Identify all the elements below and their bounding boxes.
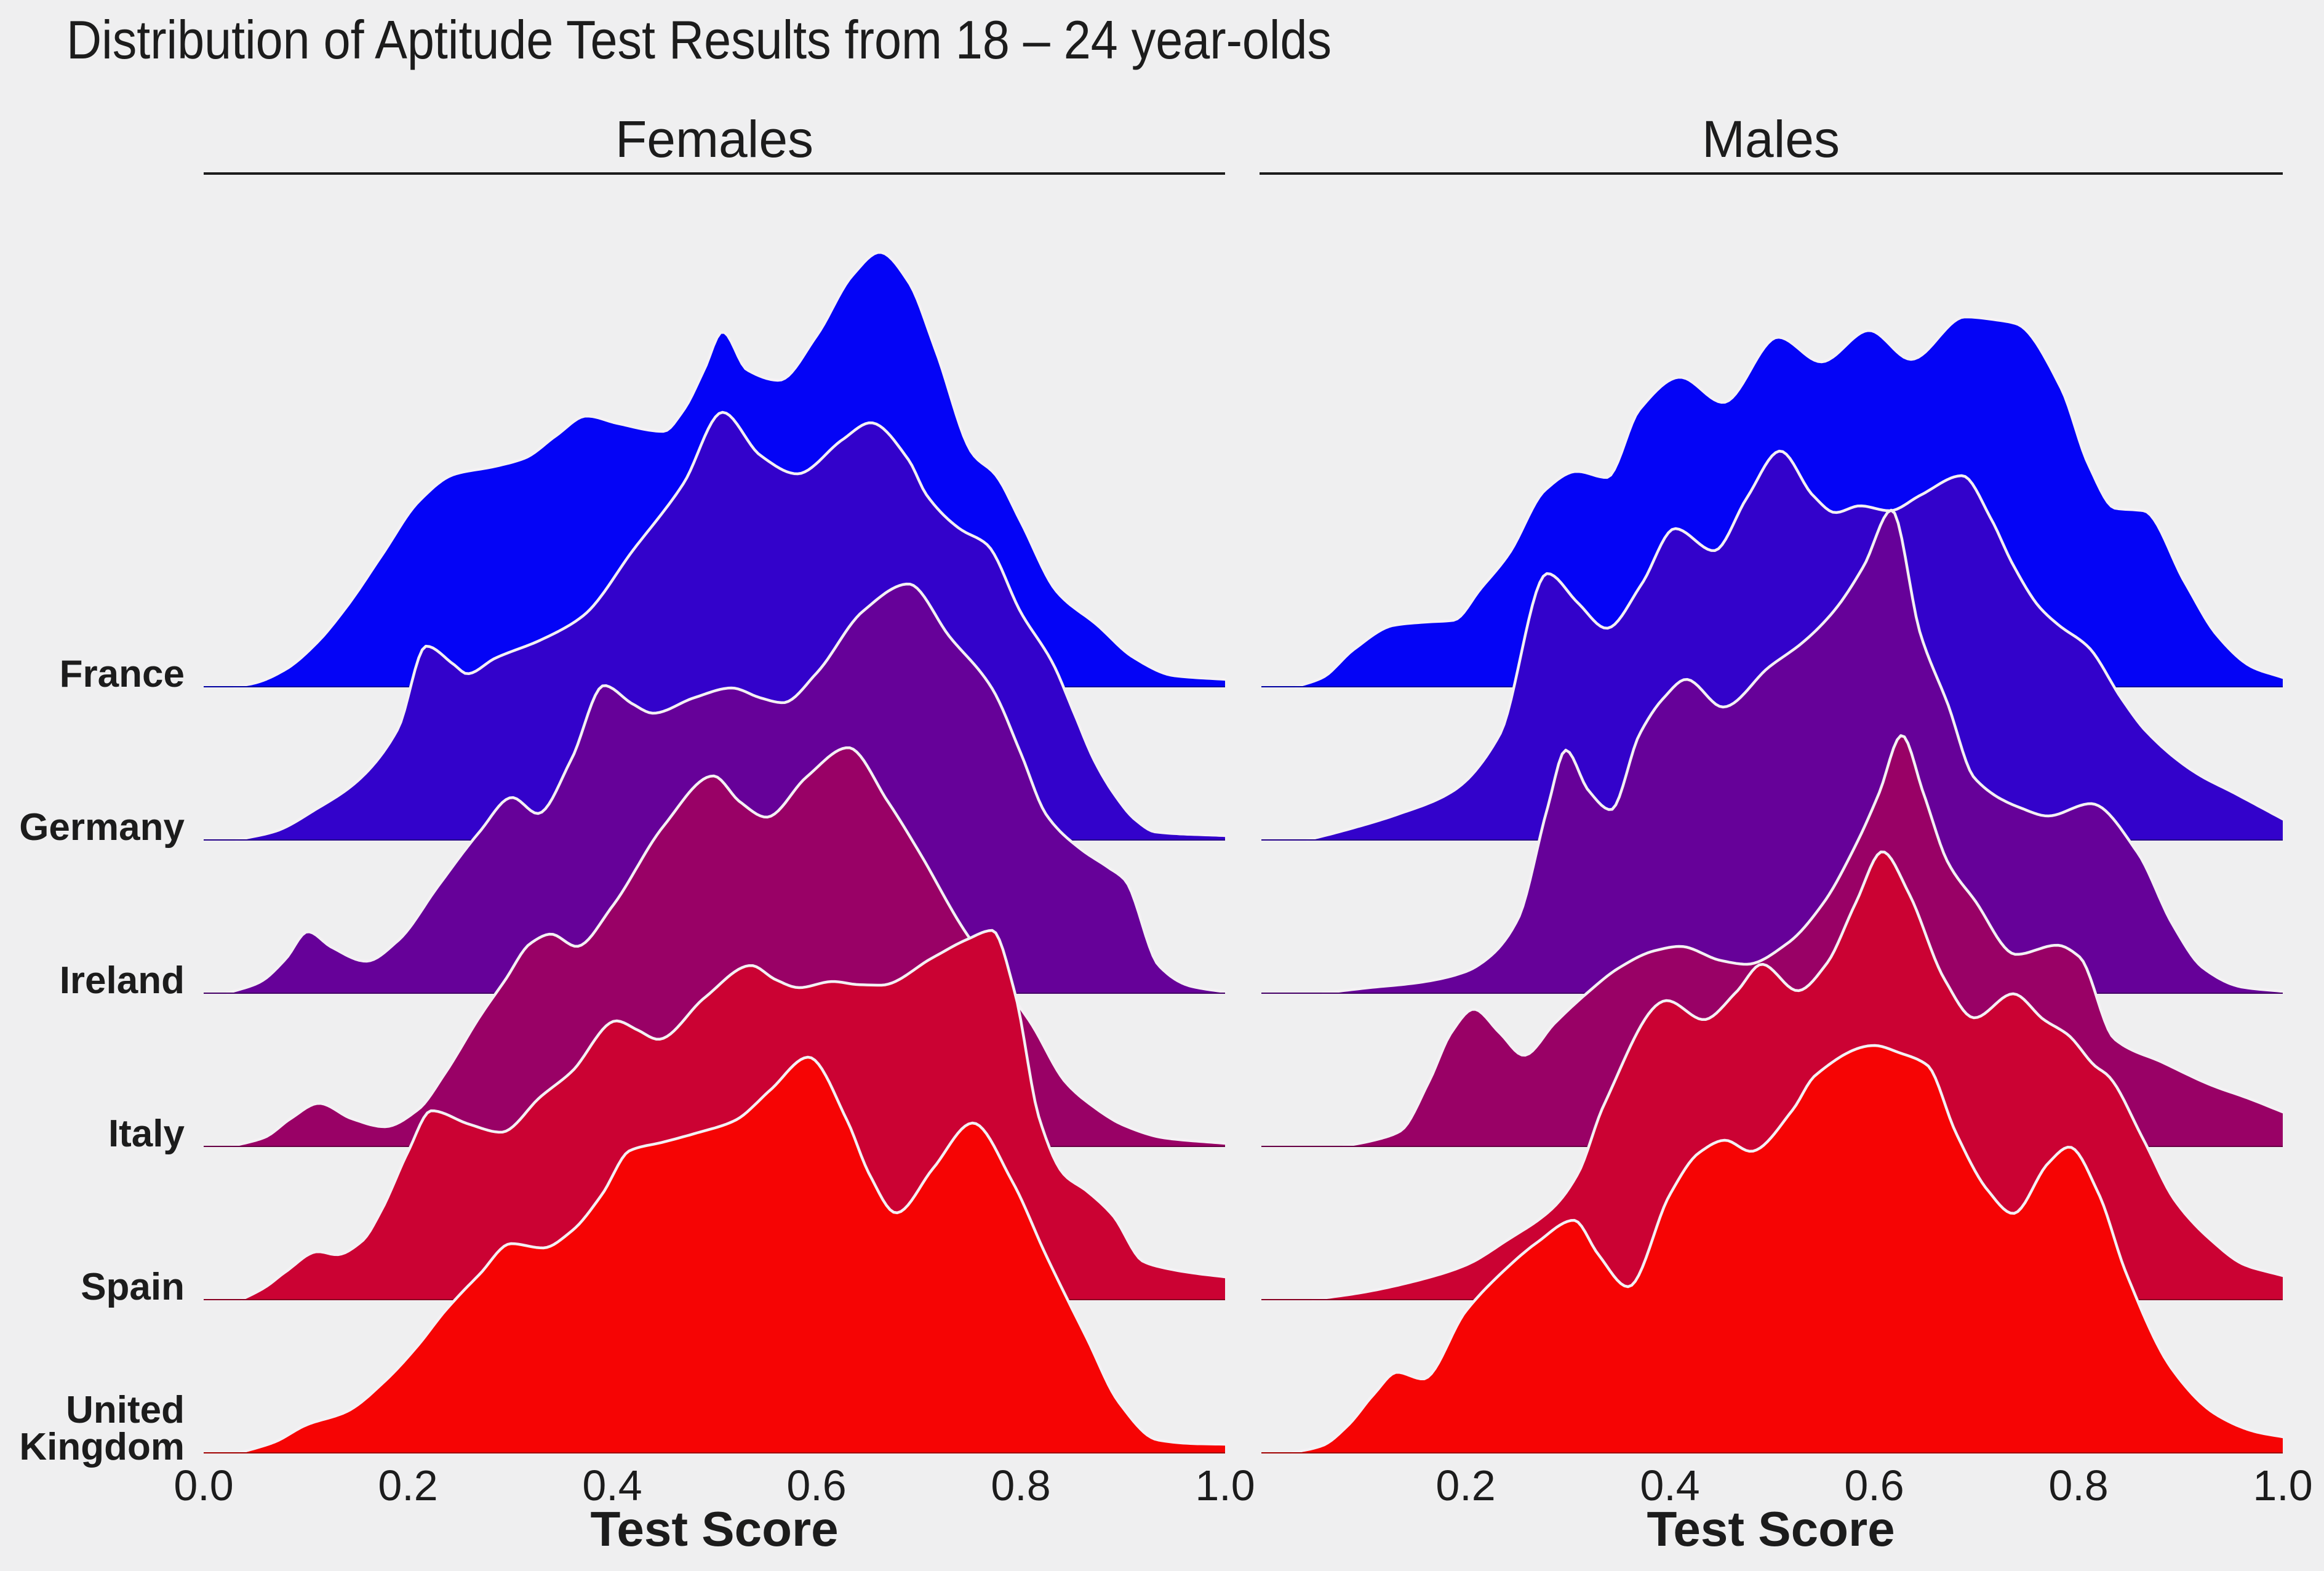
svg-text:Ireland: Ireland xyxy=(60,959,185,1002)
svg-text:Kingdom: Kingdom xyxy=(19,1426,185,1468)
svg-text:Spain: Spain xyxy=(81,1266,185,1308)
svg-text:0.8: 0.8 xyxy=(991,1461,1050,1509)
svg-text:0.6: 0.6 xyxy=(1844,1461,1904,1509)
svg-text:0.8: 0.8 xyxy=(2048,1461,2108,1509)
svg-text:France: France xyxy=(60,653,185,695)
svg-text:Males: Males xyxy=(1702,110,1840,168)
svg-text:1.0: 1.0 xyxy=(2253,1461,2312,1509)
svg-text:Distribution of Aptitude Test: Distribution of Aptitude Test Results fr… xyxy=(66,9,1332,70)
svg-text:1.0: 1.0 xyxy=(1195,1461,1255,1509)
svg-text:Females: Females xyxy=(615,110,813,168)
svg-text:Germany: Germany xyxy=(19,806,185,849)
svg-text:Test Score: Test Score xyxy=(1647,1501,1895,1556)
svg-text:0.0: 0.0 xyxy=(174,1461,233,1509)
svg-text:0.4: 0.4 xyxy=(582,1461,642,1509)
svg-text:Italy: Italy xyxy=(108,1113,185,1155)
svg-text:0.6: 0.6 xyxy=(786,1461,846,1509)
svg-text:United: United xyxy=(66,1389,185,1431)
svg-text:Test Score: Test Score xyxy=(590,1501,838,1556)
svg-text:0.4: 0.4 xyxy=(1640,1461,1699,1509)
svg-text:0.2: 0.2 xyxy=(378,1461,437,1509)
svg-text:0.2: 0.2 xyxy=(1436,1461,1495,1509)
